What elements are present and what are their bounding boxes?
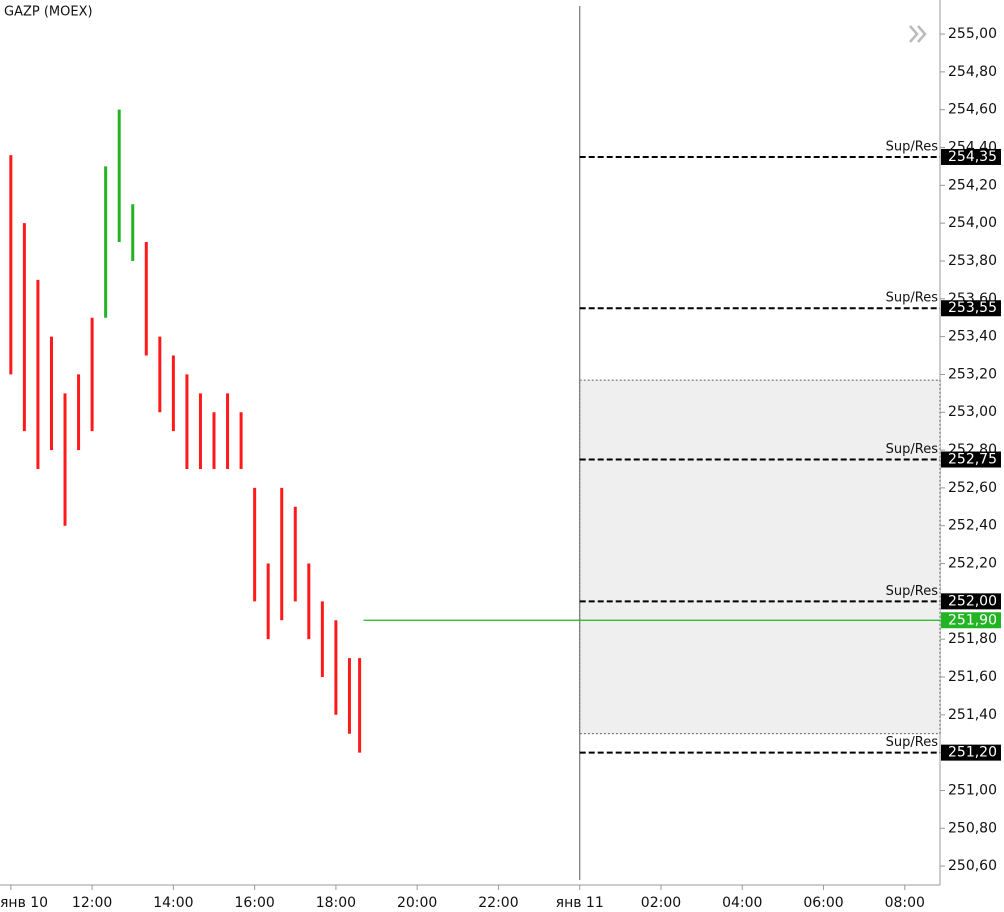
x-tick-label: 04:00	[722, 895, 762, 911]
last-price-label: 251,90	[948, 612, 997, 628]
y-tick-label: 250,80	[948, 820, 997, 836]
y-tick-label: 251,60	[948, 669, 997, 685]
x-tick-label: янв 10	[0, 895, 48, 911]
y-tick-label: 254,80	[948, 64, 997, 80]
level-tag	[941, 744, 1001, 761]
x-tick-label: 02:00	[641, 895, 681, 911]
y-tick-label: 253,40	[948, 329, 997, 345]
y-tick-label: 255,00	[948, 26, 997, 42]
y-tick-label: 252,40	[948, 518, 997, 534]
x-tick-label: 08:00	[885, 895, 925, 911]
level-tag	[941, 593, 1001, 610]
y-tick-label: 253,80	[948, 253, 997, 269]
level-tag	[941, 300, 1001, 317]
y-tick-label: 254,20	[948, 177, 997, 193]
y-tick-label: 251,00	[948, 782, 997, 798]
y-tick-label: 252,60	[948, 480, 997, 496]
level-tag-label: 254,35	[948, 149, 997, 165]
y-tick-label: 250,60	[948, 858, 997, 874]
scroll-icon[interactable]	[909, 25, 927, 43]
level-tag-label: 253,55	[948, 300, 997, 316]
y-tick-label: 251,80	[948, 631, 997, 647]
y-tick-label: 254,00	[948, 215, 997, 231]
x-tick-label: 18:00	[316, 895, 356, 911]
x-tick-label: 16:00	[234, 895, 274, 911]
level-tag-label: 252,75	[948, 452, 997, 468]
x-tick-label: 12:00	[72, 895, 112, 911]
level-name: Sup/Res	[886, 139, 939, 154]
level-tag	[941, 451, 1001, 468]
zone	[579, 379, 941, 735]
y-tick-label: 251,40	[948, 707, 997, 723]
x-tick-label: 20:00	[397, 895, 437, 911]
y-tick-label: 252,20	[948, 556, 997, 572]
level-tag-label: 251,20	[948, 745, 997, 761]
x-tick-label: 22:00	[478, 895, 518, 911]
level-name: Sup/Res	[886, 584, 939, 599]
chart-title: GAZP (MOEX)	[4, 5, 93, 20]
y-tick-label: 253,20	[948, 366, 997, 382]
level-name: Sup/Res	[886, 291, 939, 306]
last-price-tag	[941, 612, 1001, 629]
y-tick-label: 253,00	[948, 404, 997, 420]
level-tag-label: 252,00	[948, 593, 997, 609]
x-tick-label: 06:00	[803, 895, 843, 911]
level-name: Sup/Res	[886, 442, 939, 457]
x-tick-label: янв 11	[556, 895, 604, 911]
level-name: Sup/Res	[886, 735, 939, 750]
level-tag	[941, 148, 1001, 165]
x-tick-label: 14:00	[153, 895, 193, 911]
y-tick-label: 254,60	[948, 102, 997, 118]
